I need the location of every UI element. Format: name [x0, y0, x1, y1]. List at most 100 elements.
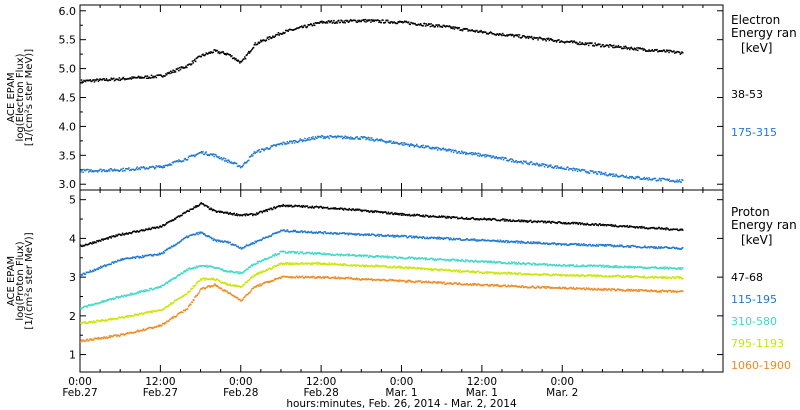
data-point [347, 209, 350, 211]
data-point [272, 206, 275, 209]
data-point [628, 226, 630, 228]
data-point [498, 241, 501, 243]
data-point [616, 275, 618, 277]
data-point [164, 249, 166, 252]
data-point [537, 273, 539, 276]
data-point [612, 275, 614, 277]
data-point [379, 255, 382, 258]
data-point [206, 205, 208, 207]
data-point [329, 233, 331, 235]
data-point [151, 226, 153, 229]
data-point [115, 234, 117, 236]
data-point [360, 136, 362, 138]
data-point [608, 275, 611, 277]
data-point [151, 165, 153, 168]
data-point [655, 276, 657, 278]
data-point [621, 225, 624, 228]
data-point [121, 333, 123, 336]
data-point [448, 268, 450, 271]
data-point [601, 244, 604, 246]
data-point [96, 268, 98, 271]
data-point [105, 78, 108, 80]
data-point [461, 216, 463, 219]
data-point [345, 232, 347, 235]
data-point [575, 42, 577, 44]
data-point [528, 163, 530, 166]
data-point [529, 36, 531, 38]
data-point [204, 265, 207, 267]
data-point [596, 243, 598, 246]
data-point [588, 274, 591, 276]
data-point [579, 170, 582, 172]
data-point [106, 264, 108, 266]
data-point [172, 317, 174, 319]
data-point [132, 315, 134, 317]
data-point [564, 265, 567, 268]
data-point [81, 274, 84, 276]
data-point [131, 231, 133, 234]
data-point [676, 228, 678, 230]
data-point [276, 278, 278, 280]
data-point [136, 313, 138, 316]
data-point [285, 252, 288, 254]
data-point [364, 254, 366, 257]
data-point [283, 229, 285, 231]
data-point [267, 148, 269, 150]
data-point [311, 24, 313, 27]
data-point [125, 333, 128, 335]
data-point [602, 264, 604, 267]
data-point [293, 230, 296, 233]
data-point [613, 266, 616, 269]
data-point [386, 234, 388, 237]
data-point [552, 243, 555, 245]
data-point [449, 216, 452, 219]
data-point [585, 43, 588, 46]
data-point [329, 208, 331, 210]
data-point [170, 279, 173, 281]
data-point [680, 181, 682, 183]
data-point [207, 265, 210, 268]
data-point [420, 267, 423, 269]
data-point [229, 283, 231, 286]
data-point [180, 240, 182, 242]
data-point [418, 214, 420, 216]
data-point [325, 207, 328, 209]
data-point [436, 216, 438, 218]
data-point [580, 243, 583, 245]
data-point [371, 266, 374, 268]
data-point [517, 161, 519, 163]
data-point [117, 234, 119, 236]
data-point [362, 234, 364, 236]
data-point [386, 213, 388, 215]
data-point [183, 309, 186, 312]
data-point [236, 60, 239, 62]
data-point [668, 246, 670, 249]
data-point [288, 250, 290, 253]
data-point [237, 245, 239, 248]
data-point [100, 78, 102, 81]
data-point [398, 236, 400, 238]
data-point [190, 234, 192, 237]
data-point [613, 244, 616, 247]
data-point [231, 244, 233, 246]
data-point [596, 264, 598, 267]
data-point [331, 233, 334, 235]
data-point [137, 292, 140, 294]
data-point [227, 240, 229, 243]
data-point [314, 252, 317, 254]
data-point [432, 269, 435, 271]
data-point [578, 275, 580, 278]
data-point [640, 48, 642, 50]
data-point [448, 259, 450, 262]
data-point [391, 21, 393, 23]
data-point [297, 277, 300, 279]
data-point [272, 266, 274, 268]
data-point [201, 277, 203, 280]
data-point [86, 306, 88, 308]
data-point [604, 173, 606, 176]
data-point [646, 277, 649, 279]
data-point [124, 233, 126, 235]
data-point [180, 296, 182, 299]
data-point [321, 134, 323, 137]
data-point [131, 292, 133, 295]
